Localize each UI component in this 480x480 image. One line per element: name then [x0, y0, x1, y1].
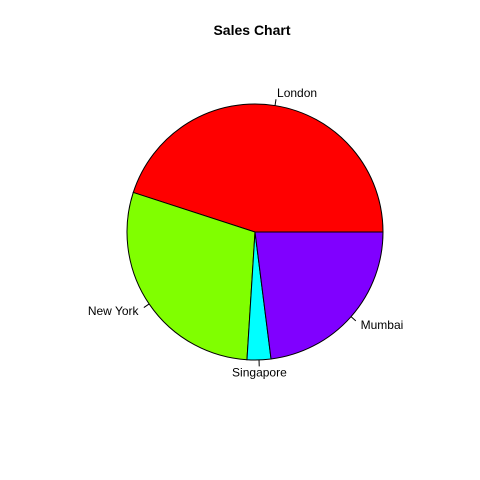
chart-title: Sales Chart — [213, 22, 290, 38]
pie-leader-mumbai — [350, 316, 357, 322]
pie-label-mumbai: Mumbai — [361, 318, 404, 332]
pie-labels: London New York Singapore Mumbai — [88, 86, 403, 380]
pie-leader-london — [274, 99, 277, 106]
pie-label-new-york: New York — [88, 304, 140, 318]
pie-leader-new-york — [143, 303, 150, 308]
pie-slice-new-york — [126, 191, 256, 361]
pie-label-singapore: Singapore — [232, 366, 287, 380]
pie-slice-mumbai — [254, 231, 384, 360]
pie-slices — [126, 103, 384, 361]
pie-label-london: London — [277, 86, 317, 100]
pie-slice-london — [132, 103, 384, 233]
